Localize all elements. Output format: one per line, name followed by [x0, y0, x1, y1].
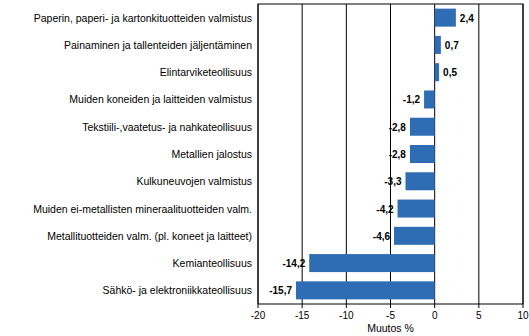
data-label: 0,5	[443, 67, 457, 78]
bar	[435, 36, 441, 54]
category-label: Muiden koneiden ja laitteiden valmistus	[69, 93, 252, 105]
tick-label: 0	[432, 310, 438, 321]
bar	[424, 90, 435, 108]
tick-mark	[258, 304, 259, 308]
grid-line	[478, 4, 479, 304]
bar	[435, 63, 439, 81]
tick-mark	[390, 304, 391, 308]
data-label: -4,6	[373, 231, 391, 242]
tick-mark	[346, 304, 347, 308]
bar	[296, 281, 435, 299]
tick-label: -10	[339, 310, 354, 321]
category-label: Elintarviketeollisuus	[160, 66, 252, 78]
data-label: -15,7	[269, 285, 292, 296]
bar	[435, 9, 456, 27]
category-label: Painaminen ja tallenteiden jäljentäminen	[64, 39, 252, 51]
tick-mark	[478, 304, 479, 308]
category-label: Muiden ei-metallisten mineraalituotteide…	[33, 203, 252, 215]
tick-mark	[302, 304, 303, 308]
data-label: -4,2	[376, 204, 394, 215]
bar	[309, 254, 434, 272]
data-label: -2,8	[389, 149, 407, 160]
tick-label: 10	[517, 310, 529, 321]
tick-label: 5	[476, 310, 482, 321]
category-label: Kemianteollisuus	[173, 257, 252, 269]
tick-label: -5	[386, 310, 395, 321]
category-label: Sähkö- ja elektroniikkateollisuus	[103, 284, 252, 296]
category-label: Kulkuneuvojen valmistus	[136, 175, 252, 187]
bar	[394, 227, 435, 245]
axis-label: Muutos %	[367, 322, 414, 334]
category-label: Metallien jalostus	[171, 148, 252, 160]
bar	[410, 145, 435, 163]
bars	[296, 9, 456, 300]
data-label: -3,3	[384, 176, 402, 187]
category-label: Paperin, paperi- ja kartonkituotteiden v…	[34, 12, 252, 24]
data-label: -1,2	[403, 94, 421, 105]
tick-label: -15	[295, 310, 310, 321]
bar	[398, 200, 435, 218]
data-label: -2,8	[389, 122, 407, 133]
chart: -20 -15 -10 -5 0 5 10 Paperin, paperi- ja karto…	[0, 0, 529, 336]
plot-frame	[258, 4, 523, 304]
category-label: Metallituotteiden valm. (pl. koneet ja l…	[47, 230, 252, 242]
category-label: Tekstiili-,vaatetus- ja nahkateollisuus	[82, 121, 252, 133]
data-label: 0,7	[445, 40, 459, 51]
tick-mark	[523, 304, 524, 308]
bar	[410, 118, 435, 136]
tick-mark	[434, 304, 435, 308]
bar	[406, 172, 435, 190]
data-label: 2,4	[460, 13, 474, 24]
tick-label: -20	[251, 310, 266, 321]
data-label: -14,2	[282, 258, 305, 269]
